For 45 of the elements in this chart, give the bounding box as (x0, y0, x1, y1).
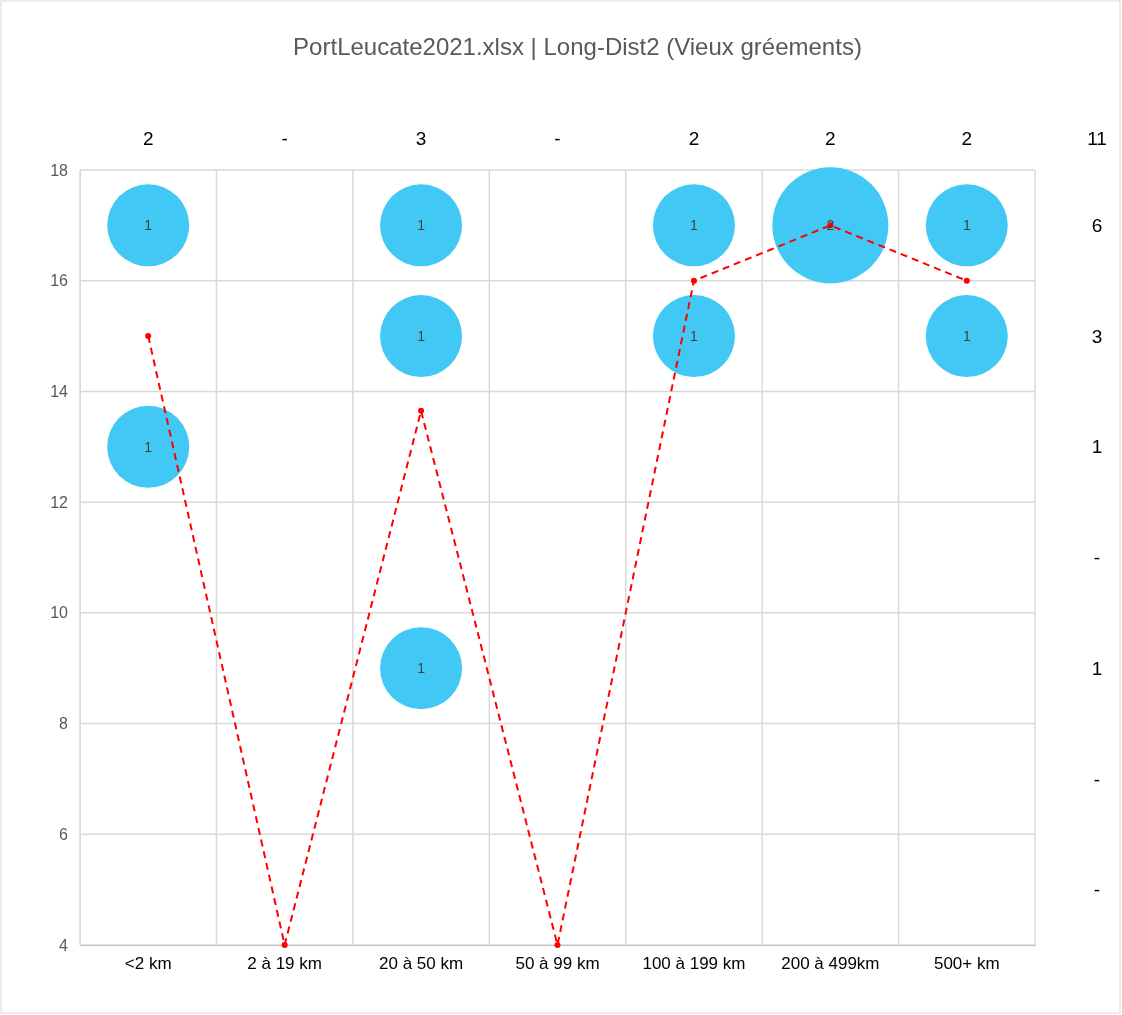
point (963, 277, 970, 284)
text: 11 (1087, 127, 1107, 149)
x-tick-label: 20 à 50 km (379, 954, 464, 974)
text: - (1093, 768, 1101, 790)
text: 3 (1091, 325, 1103, 347)
text: 2 (961, 127, 973, 149)
annotation: 1 (962, 327, 971, 344)
y-tick-label: 12 (50, 493, 69, 511)
annotation: 1 (690, 327, 699, 344)
text: - (1093, 879, 1101, 901)
annotation: 1 (417, 327, 426, 344)
y-tick-label: 18 (50, 161, 69, 179)
text: - (281, 127, 288, 149)
y-tick-label: 16 (50, 272, 69, 290)
x-tick-label: <2 km (124, 954, 172, 974)
text: 2 (825, 127, 836, 149)
y-tick-label: 14 (50, 383, 69, 401)
chart-title: PortLeucate2021.xlsx | Long-Dist2 (Vieux gréements) (293, 33, 862, 60)
text: 3 (415, 127, 427, 149)
text: 1 (1091, 657, 1103, 679)
y-tick-label: 4 (59, 936, 69, 954)
point (690, 277, 697, 284)
point (145, 333, 152, 340)
text: 1 (1091, 436, 1103, 458)
y-tick-label: 8 (59, 715, 69, 733)
x-tick-label: 50 à 99 km (515, 954, 600, 974)
x-tick-label: 500+ km (933, 954, 1000, 974)
text: 2 (142, 127, 154, 149)
text: 6 (1091, 215, 1103, 237)
annotation: 1 (144, 217, 153, 234)
annotation: 1 (417, 217, 426, 234)
y-tick-label: 10 (50, 604, 69, 622)
annotation: 1 (417, 660, 426, 677)
annotation: 1 (144, 438, 153, 455)
y-tick-label: 6 (59, 825, 69, 843)
x-tick-label: 100 à 199 km (642, 954, 746, 974)
annotation: 1 (690, 217, 699, 234)
x-tick-label: 2 à 19 km (247, 954, 322, 974)
text: - (554, 127, 561, 149)
x-tick-label: 200 à 499km (781, 954, 880, 974)
annotation: 2 (826, 217, 835, 234)
text: - (1093, 547, 1101, 569)
point (418, 407, 425, 414)
text: 2 (688, 127, 700, 149)
annotation: 1 (962, 217, 971, 234)
